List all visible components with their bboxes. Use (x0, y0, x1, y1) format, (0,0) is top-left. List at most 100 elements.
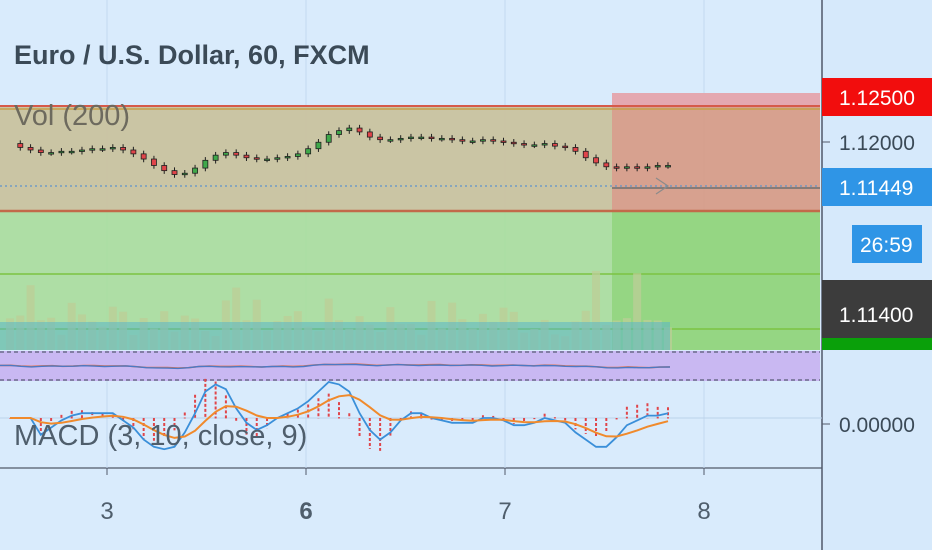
candle[interactable] (253, 154, 260, 163)
candle[interactable] (171, 167, 178, 178)
candle[interactable] (438, 135, 445, 142)
target-price-badge-text: 1.11400 (839, 304, 913, 327)
candle-body-down (521, 143, 527, 146)
candle[interactable] (418, 133, 425, 141)
candle[interactable] (212, 151, 219, 164)
candle[interactable] (37, 146, 44, 156)
candle[interactable] (120, 144, 126, 154)
candle[interactable] (346, 124, 353, 134)
candle-body-up (284, 156, 291, 159)
candle-body-up (58, 150, 65, 154)
candle-body-down (428, 136, 435, 139)
candle-body-up (68, 150, 75, 154)
rsi-pane[interactable] (0, 351, 820, 381)
candle[interactable] (408, 133, 414, 142)
candle[interactable] (397, 135, 404, 143)
candle[interactable] (109, 144, 116, 152)
candle[interactable] (48, 149, 55, 156)
macd-indicator-label[interactable]: MACD (3, 10, close, 9) (14, 420, 308, 452)
candle-body-down (37, 149, 44, 153)
macd-pane[interactable] (0, 378, 822, 451)
candle[interactable] (79, 146, 85, 155)
candle-body-down (552, 143, 558, 147)
candle[interactable] (192, 164, 198, 177)
candle[interactable] (336, 127, 342, 138)
candle-body-down (490, 139, 497, 142)
candle[interactable] (562, 142, 569, 151)
candle[interactable] (284, 153, 291, 161)
candle[interactable] (89, 145, 96, 154)
candle-body-up (408, 136, 414, 139)
candle[interactable] (27, 144, 34, 154)
candle[interactable] (202, 157, 209, 172)
candle[interactable] (377, 133, 384, 143)
candle-body-down (582, 150, 589, 159)
signal-line (10, 394, 669, 439)
candle[interactable] (531, 141, 538, 149)
candle[interactable] (58, 148, 65, 156)
candle[interactable] (315, 139, 322, 152)
candle[interactable] (521, 140, 527, 149)
candle[interactable] (233, 149, 240, 159)
candle[interactable] (325, 131, 332, 146)
candle[interactable] (161, 162, 168, 174)
candle[interactable] (572, 144, 579, 155)
candle[interactable] (510, 139, 517, 147)
candle[interactable] (356, 124, 363, 136)
candle[interactable] (500, 137, 507, 146)
candle[interactable] (634, 163, 641, 172)
candle[interactable] (130, 146, 137, 158)
candle[interactable] (449, 135, 455, 143)
candle[interactable] (387, 136, 394, 143)
candle[interactable] (644, 163, 651, 172)
candle[interactable] (264, 155, 270, 163)
time-tick-label-3: 3 (100, 498, 113, 525)
candle[interactable] (623, 163, 630, 172)
candlestick-series[interactable] (17, 124, 671, 178)
candle-body-up (397, 137, 404, 141)
candle[interactable] (17, 140, 24, 151)
candle[interactable] (469, 137, 476, 145)
candle[interactable] (305, 145, 312, 158)
candle[interactable] (552, 140, 558, 150)
candle-body-down (634, 166, 641, 169)
time-tick-label-6: 6 (299, 498, 312, 525)
candle[interactable] (541, 140, 548, 149)
candle[interactable] (99, 145, 106, 152)
candle[interactable] (490, 136, 497, 145)
candle-body-down (562, 145, 569, 149)
candle[interactable] (593, 154, 599, 167)
candle[interactable] (428, 133, 435, 142)
candle-body-up (264, 158, 270, 161)
candle[interactable] (654, 162, 661, 170)
candle-body-up (438, 137, 445, 141)
stop-price-badge-text: 1.12500 (839, 87, 915, 110)
candle[interactable] (243, 151, 250, 161)
candle-body-up (418, 136, 425, 139)
candle[interactable] (140, 150, 147, 163)
candle[interactable] (459, 136, 466, 145)
candle[interactable] (68, 148, 75, 155)
volume-indicator-label[interactable]: Vol (200) (14, 100, 131, 132)
price-axis[interactable]: 1.12000 1.12500 1.11449 26:59 1.11400 0.… (822, 78, 932, 437)
candle[interactable] (665, 162, 671, 169)
candle[interactable] (603, 159, 610, 170)
candle[interactable] (582, 148, 589, 161)
time-tick-label-7: 7 (498, 498, 511, 525)
candle[interactable] (294, 150, 301, 160)
time-axis[interactable]: 3 6 7 8 (100, 468, 711, 525)
candle[interactable] (223, 149, 229, 159)
candle[interactable] (613, 163, 620, 172)
candle[interactable] (151, 155, 157, 169)
candle[interactable] (366, 128, 373, 141)
candle[interactable] (480, 136, 486, 145)
candle-body-down (603, 162, 610, 168)
candle[interactable] (181, 170, 188, 178)
loss-zone-left (0, 106, 612, 212)
candle-body-up (469, 140, 476, 143)
candle-body-up (315, 141, 322, 150)
candle[interactable] (274, 154, 281, 163)
stop-price-badge (822, 78, 932, 116)
macd-zero-label: 0.00000 (839, 414, 915, 437)
